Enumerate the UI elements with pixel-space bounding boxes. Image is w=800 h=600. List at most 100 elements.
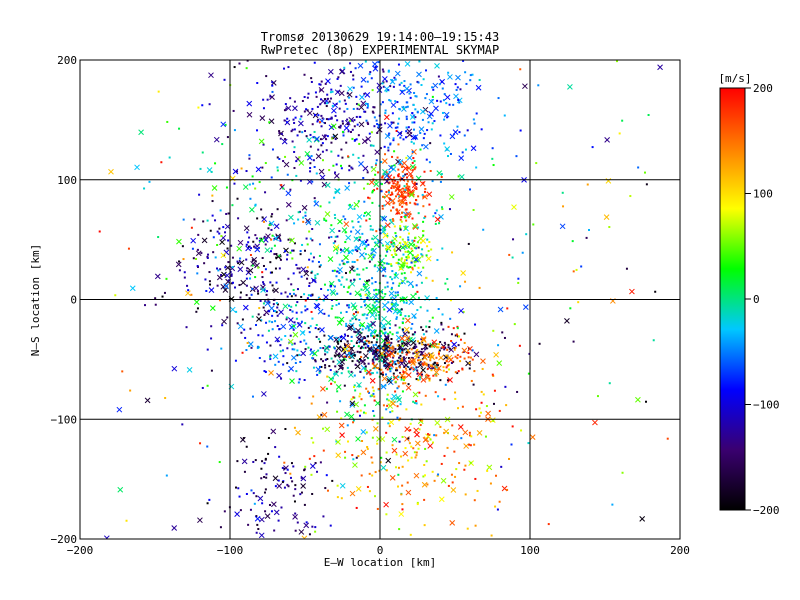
scatter-point-dot [410,261,413,264]
scatter-point-cross [325,78,331,84]
scatter-point-cross [360,449,367,456]
scatter-point-dot [364,369,367,372]
scatter-point-dot [407,194,410,197]
scatter-point-dot [371,304,374,307]
scatter-point-dot [407,357,410,360]
scatter-point-dot [410,140,413,143]
scatter-point-dot [391,180,394,183]
scatter-point-dot [347,440,350,443]
scatter-point-dot [324,350,327,353]
scatter-point-dot [268,355,271,358]
scatter-point-dot [291,140,294,143]
scatter-point-dot [375,300,378,303]
scatter-point-dot [421,362,424,365]
scatter-point-dot [335,163,338,166]
scatter-point-dot [316,373,319,376]
scatter-point-dot [386,342,389,345]
scatter-point-dot [407,256,410,259]
scatter-point-dot [265,75,268,78]
scatter-point-dot [261,271,264,274]
scatter-point-dot [444,282,447,285]
scatter-point-dot [378,268,381,271]
scatter-point-cross [251,256,258,263]
scatter-point-dot [220,347,223,350]
scatter-point-cross [265,233,271,240]
scatter-point-dot [433,434,436,437]
scatter-point-cross [564,318,570,324]
scatter-point-dot [257,292,260,295]
scatter-point-dot [377,314,380,317]
scatter-point-dot [414,187,417,190]
scatter-point-dot [231,204,234,207]
scatter-point-dot [357,134,360,137]
scatter-point-dot [393,250,396,253]
scatter-point-dot [324,82,327,85]
scatter-point-dot [383,308,386,311]
scatter-point-dot [405,130,408,133]
scatter-point-dot [402,376,405,379]
scatter-point-dot [353,260,356,263]
scatter-point-cross [211,185,218,191]
scatter-point-dot [364,367,367,370]
scatter-point-dot [387,363,390,366]
scatter-point-dot [367,196,370,199]
scatter-point-dot [413,401,416,404]
scatter-point-dot [436,364,439,367]
scatter-point-dot [442,99,445,102]
scatter-point-dot [365,317,368,320]
scatter-point-dot [410,271,413,274]
scatter-point-dot [354,389,357,392]
scatter-point-dot [384,365,387,368]
scatter-point-dot [510,443,513,446]
scatter-point-dot [611,503,614,506]
scatter-point-dot [397,122,400,125]
x-axis-label: E–W location [km] [324,556,437,569]
scatter-point-dot [375,179,378,182]
scatter-point-cross [399,335,405,342]
scatter-point-dot [362,283,365,286]
scatter-point-cross [347,204,354,210]
scatter-point-dot [328,365,331,368]
scatter-point-dot [279,344,282,347]
scatter-point-dot [380,190,383,193]
scatter-point-dot [407,383,410,386]
scatter-point-dot [365,267,368,270]
scatter-point-dot [233,66,236,69]
scatter-point-dot [395,208,398,211]
scatter-point-dot [362,376,365,379]
scatter-point-dot [469,74,472,77]
scatter-point-dot [399,403,402,406]
scatter-point-dot [289,251,292,254]
scatter-point-cross [522,83,528,90]
scatter-point-dot [446,446,449,449]
scatter-point-dot [204,278,207,281]
scatter-point-dot [289,292,292,295]
scatter-point-dot [263,476,266,479]
scatter-point-dot [455,468,458,471]
scatter-point-dot [245,258,248,261]
scatter-point-cross [171,525,178,531]
scatter-point-dot [256,347,259,350]
scatter-point-dot [363,299,366,302]
scatter-point-dot [666,437,669,440]
scatter-point-dot [304,130,307,133]
scatter-point-cross [496,360,503,367]
scatter-point-dot [276,306,279,309]
scatter-point-dot [261,216,264,219]
scatter-point-dot [390,165,393,168]
scatter-point-dot [268,320,271,323]
scatter-point-dot [377,126,380,129]
scatter-point-dot [393,164,396,167]
scatter-point-dot [347,306,350,309]
scatter-point-dot [398,344,401,347]
scatter-point-dot [408,92,411,95]
scatter-point-dot [399,178,402,181]
scatter-point-cross [362,165,369,172]
scatter-point-cross [391,436,398,443]
scatter-point-dot [443,398,446,401]
scatter-point-cross [342,346,349,353]
scatter-point-cross [247,341,254,347]
scatter-point-dot [341,366,344,369]
scatter-point-dot [401,349,404,352]
